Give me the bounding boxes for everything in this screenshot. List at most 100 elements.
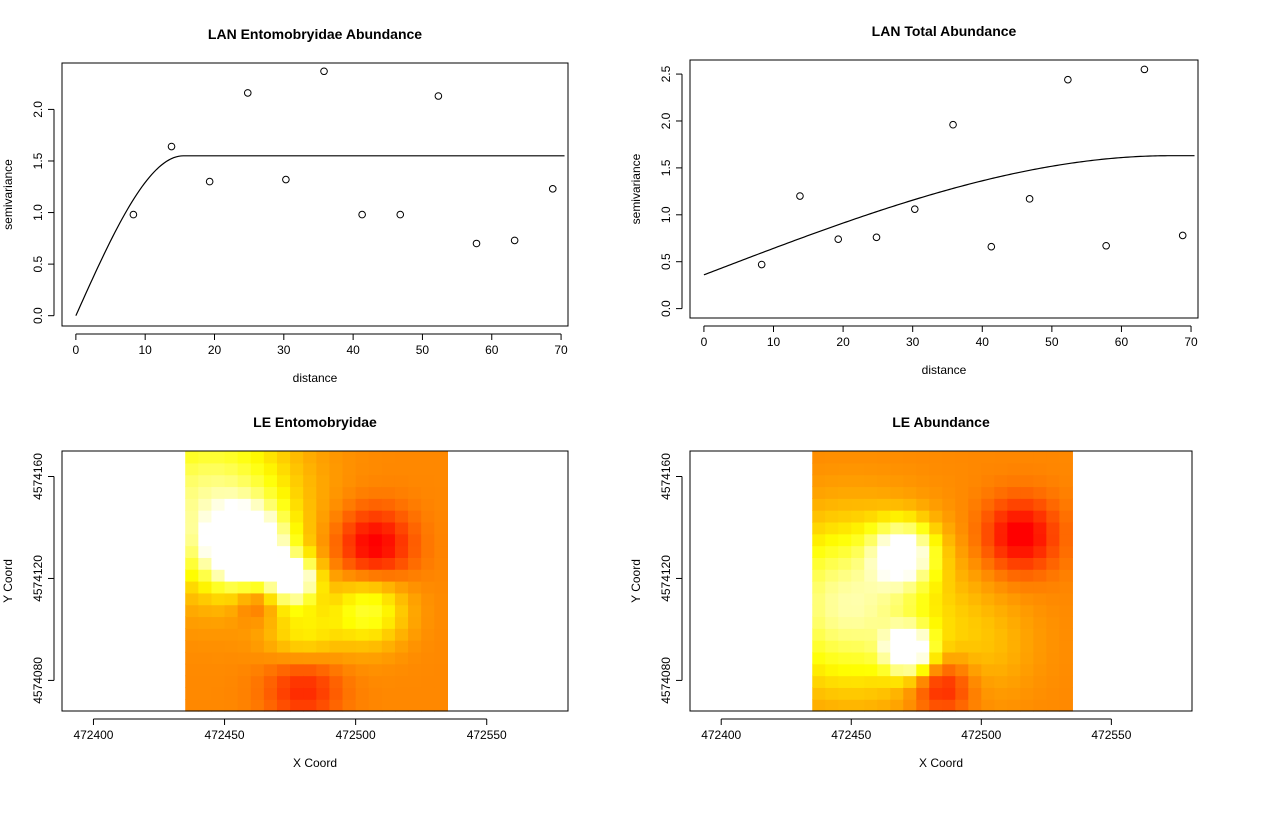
heatmap-cell [329, 569, 344, 582]
x-tick-label: 70 [1184, 335, 1198, 349]
y-tick-label: 1.0 [31, 204, 45, 221]
heatmap-cell [185, 640, 199, 653]
heatmap-cell [1033, 474, 1047, 488]
heatmap-cell [1020, 486, 1034, 499]
heatmap-cell [185, 687, 199, 700]
heatmap-cell [890, 498, 904, 511]
heatmap-cell [812, 663, 826, 677]
heatmap-cell [224, 604, 239, 618]
y-tick-label: 1.0 [659, 206, 673, 223]
heatmap-cell [381, 604, 396, 618]
heatmap-cell [290, 545, 304, 558]
heatmap-cell [916, 699, 930, 712]
heatmap-cell [434, 451, 448, 464]
heatmap-cell [981, 462, 995, 476]
heatmap-cell [237, 616, 252, 629]
heatmap-cell [250, 557, 265, 570]
heatmap-cell [408, 604, 422, 618]
heatmap-cell [263, 498, 278, 511]
heatmap-cell [877, 581, 891, 594]
heatmap-cell [303, 616, 317, 629]
heatmap-cell [851, 474, 865, 488]
heatmap-cell [355, 663, 370, 677]
heatmap-cell [394, 675, 409, 688]
heatmap-cell [903, 699, 917, 712]
heatmap-cell [1007, 474, 1021, 488]
heatmap-cell [851, 651, 865, 665]
heatmap-cell [981, 581, 995, 594]
heatmap-cell [890, 451, 904, 464]
heatmap-cell [1059, 628, 1073, 641]
variogram-panel-2: LAN Total Abundance distance semivariance 0… [629, 23, 1199, 377]
heatmap-cell [1046, 628, 1060, 641]
heatmap-cell [381, 557, 396, 570]
heatmap-cell [942, 557, 956, 570]
heatmap-cell [250, 628, 265, 641]
heatmap-panel-4: LE Abundance X Coord Y Coord 472400 472450 47… [629, 414, 1193, 770]
heatmap-cell [864, 651, 878, 665]
heatmap-cell [1059, 533, 1073, 547]
heatmap-cell [890, 462, 904, 476]
y-tick-label: 0.0 [659, 300, 673, 317]
heatmap-cell [276, 521, 291, 535]
heatmap-cell [981, 533, 995, 547]
heatmap-cell [968, 675, 982, 688]
heatmap-cell [211, 557, 226, 570]
heatmap-cell [890, 533, 904, 547]
chart-title: LAN Total Abundance [872, 23, 1017, 39]
heatmap-cell [981, 628, 995, 641]
data-point [396, 210, 405, 219]
heatmap-cell [825, 640, 839, 653]
heatmap-cell [877, 521, 891, 535]
heatmap-cell [250, 521, 265, 535]
x-tick-label: 50 [1045, 335, 1059, 349]
heatmap-cell [864, 498, 878, 511]
heatmap-cell [224, 545, 239, 558]
heatmap-cell [290, 663, 304, 677]
heatmap-cell [250, 533, 265, 547]
heatmap-cell [211, 640, 226, 653]
heatmap-cell [1059, 510, 1073, 523]
heatmap-cell [916, 651, 930, 665]
heatmap-cell [303, 687, 317, 700]
heatmap-cell [825, 651, 839, 665]
heatmap-cell [394, 687, 409, 700]
heatmap-cell [342, 545, 357, 558]
heatmap-cell [916, 675, 930, 688]
heatmap-cell [303, 533, 317, 547]
heatmap-cell [942, 687, 956, 700]
heatmap-cell [825, 628, 839, 641]
heatmap-cell [851, 640, 865, 653]
heatmap-cell [994, 640, 1008, 653]
model-curve [703, 155, 1195, 276]
x-tick-label: 70 [554, 343, 568, 357]
heatmap-cell [929, 581, 943, 594]
heatmap-cell [250, 451, 265, 464]
heatmap-cell [1033, 628, 1047, 641]
heatmap-cell [838, 675, 852, 688]
heatmap-cell [434, 604, 448, 618]
heatmap-cell [211, 474, 226, 488]
heatmap-cell [368, 462, 383, 476]
heatmap-cell [408, 498, 422, 511]
heatmap-cell [994, 486, 1008, 499]
heatmap-cell [838, 699, 852, 712]
heatmap-cell [1059, 486, 1073, 499]
heatmap-cell [394, 557, 409, 570]
heatmap-cell [290, 616, 304, 629]
heatmap-cell [342, 451, 357, 464]
heatmap-cell [224, 675, 239, 688]
heatmap-cell [290, 628, 304, 641]
heatmap-cell [1007, 640, 1021, 653]
heatmap-cell [968, 640, 982, 653]
heatmap-cell [355, 592, 370, 606]
heatmap-cell [929, 498, 943, 511]
heatmap-cell [381, 462, 396, 476]
heatmap-cell [185, 545, 199, 558]
heatmap-cell [1007, 498, 1021, 511]
heatmap-cell [825, 498, 839, 511]
heatmap-cell [877, 451, 891, 464]
heatmap-cell [408, 521, 422, 535]
heatmap-cell [276, 699, 291, 712]
heatmap-cell [864, 521, 878, 535]
